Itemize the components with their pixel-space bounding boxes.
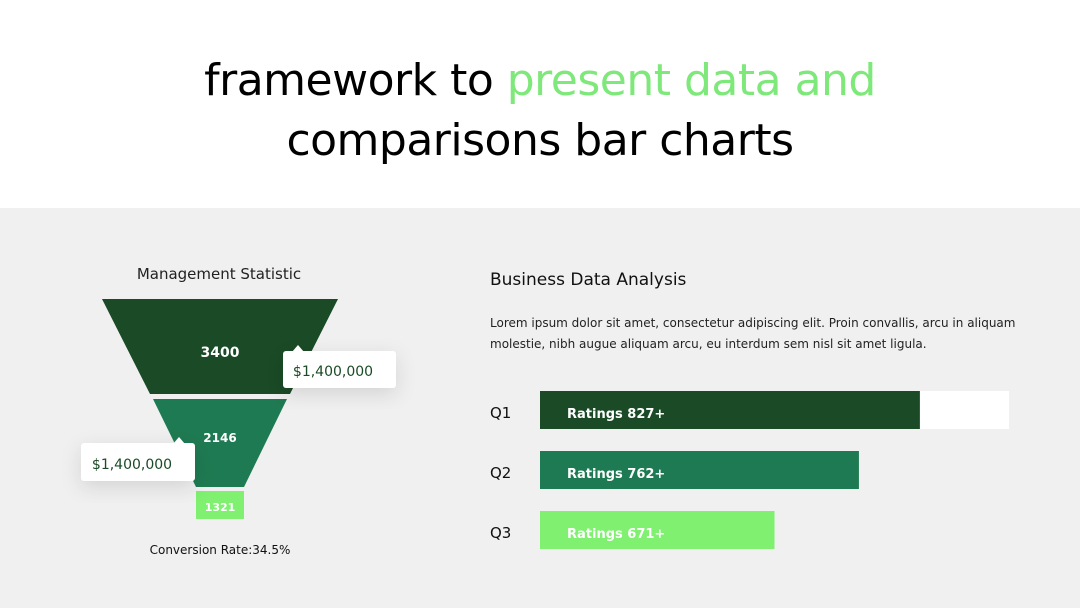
bar-category: Q3	[490, 524, 511, 542]
callout	[283, 345, 396, 388]
bar-list: Q1 Ratings 827+ Q2 Ratings 762+ Q3 Ratings 67…	[490, 391, 1009, 549]
bar	[540, 451, 859, 489]
title-line: comparisons bar charts	[286, 115, 794, 166]
header: framework to present data and comparison…	[0, 0, 1080, 208]
funnel-footer: Conversion Rate:34.5%	[150, 543, 291, 557]
bar-category: Q1	[490, 404, 511, 422]
funnel-level	[196, 491, 244, 519]
bar-label: Ratings 762+	[567, 467, 665, 482]
funnel-title: Management Statistic	[137, 265, 301, 283]
bar-label: Ratings 671+	[567, 527, 665, 542]
bar-category: Q2	[490, 464, 511, 482]
callout-text: $1,400,000	[293, 364, 373, 380]
bar	[540, 391, 920, 429]
title-line: framework to present data and	[0, 55, 1080, 106]
funnel-value: 2146	[203, 431, 236, 445]
title-highlight: present data and	[506, 55, 877, 106]
analysis-title: Business Data Analysis	[490, 270, 687, 290]
paragraph-line: Lorem ipsum dolor sit amet, consectetur …	[490, 316, 1015, 330]
funnel-level	[102, 299, 338, 394]
bar-label: Ratings 827+	[567, 407, 665, 422]
funnel-value: 3400	[201, 345, 240, 361]
paragraph-line: molestie, nibh augue aliquam arcu, eu in…	[490, 337, 927, 351]
callout-text: $1,400,000	[92, 457, 172, 473]
funnel-value: 1321	[205, 501, 236, 514]
bar	[540, 511, 775, 549]
title-text: framework to	[204, 55, 507, 106]
callout	[81, 437, 195, 481]
